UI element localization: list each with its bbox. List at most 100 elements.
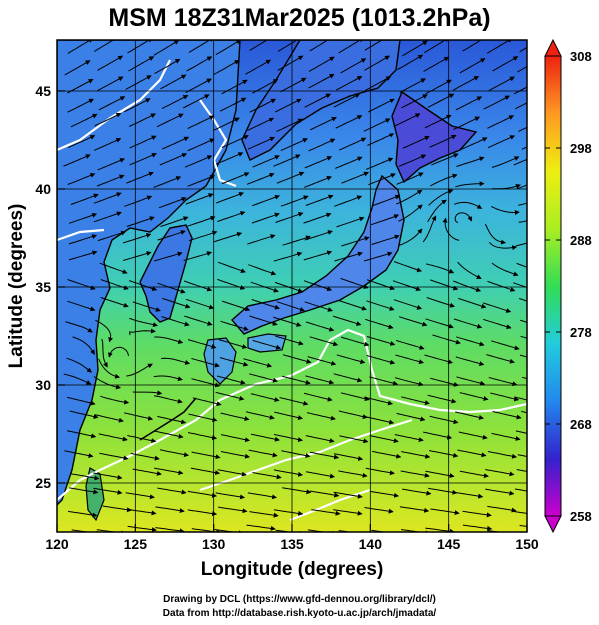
streamline [398, 228, 423, 246]
streamline [124, 195, 153, 207]
streamline [98, 96, 126, 111]
x-tick-label-120: 120 [45, 536, 69, 552]
streamline [276, 301, 305, 312]
streamline [402, 488, 432, 496]
streamline [182, 94, 210, 109]
streamline [68, 234, 98, 245]
streamline [457, 261, 482, 279]
x-tick-label-145: 145 [437, 536, 461, 552]
streamline [215, 152, 244, 165]
streamline [303, 212, 332, 224]
streamline [281, 450, 311, 458]
streamline [93, 138, 122, 151]
streamline [487, 280, 516, 292]
streamline [132, 468, 162, 476]
streamline [247, 492, 278, 500]
streamline [186, 56, 213, 72]
streamline [429, 134, 457, 148]
streamline [372, 194, 401, 207]
colorbar-label-308: 308 [570, 49, 592, 64]
streamline [94, 112, 122, 127]
streamline [94, 414, 124, 423]
streamline [68, 250, 98, 261]
streamline [68, 510, 98, 518]
streamline [70, 113, 98, 128]
streamline [188, 413, 218, 423]
streamline [100, 395, 130, 405]
streamline [155, 527, 185, 532]
streamline [454, 212, 473, 224]
streamline [519, 354, 527, 358]
streamline [187, 509, 218, 517]
streamline [216, 375, 246, 385]
streamline [485, 488, 515, 496]
streamline [98, 433, 128, 442]
streamline [275, 212, 304, 223]
streamline [364, 40, 383, 51]
streamline [220, 412, 250, 422]
streamline [401, 94, 428, 109]
streamline [127, 525, 157, 532]
streamline [97, 76, 124, 92]
streamline [430, 279, 459, 291]
streamline [98, 358, 121, 379]
streamline [333, 93, 361, 108]
streamline [309, 336, 339, 347]
streamline [427, 93, 455, 108]
streamline [514, 488, 527, 492]
y-tick-label-25: 25 [35, 475, 51, 491]
streamline [333, 373, 363, 383]
streamline [247, 117, 275, 131]
streamline [455, 356, 485, 366]
streamline [459, 470, 489, 479]
streamline [457, 449, 487, 458]
streamline [161, 95, 189, 110]
streamline [393, 299, 423, 310]
streamline [453, 116, 481, 131]
streamline [69, 410, 99, 420]
streamline [513, 511, 527, 514]
streamline [304, 301, 333, 312]
streamline [280, 77, 307, 93]
streamline [217, 469, 247, 477]
streamline [488, 377, 518, 387]
streamline [490, 392, 520, 402]
streamline [369, 490, 400, 498]
streamline [97, 230, 127, 242]
streamline [153, 176, 182, 188]
streamline [304, 176, 332, 188]
streamline [395, 340, 425, 350]
streamline [156, 113, 184, 128]
streamline [365, 318, 394, 330]
streamline [518, 126, 527, 132]
streamline [430, 508, 460, 516]
streamline [396, 189, 423, 205]
streamline [276, 118, 304, 133]
streamline [340, 277, 369, 289]
streamline [66, 396, 96, 406]
streamline [66, 357, 93, 373]
china-landmass [57, 40, 241, 506]
streamline [338, 530, 369, 532]
streamline [187, 432, 218, 441]
streamline [429, 415, 459, 425]
streamline [487, 505, 517, 513]
streamline [281, 375, 311, 385]
streamline [339, 435, 369, 444]
streamline [305, 435, 335, 444]
streamline [99, 452, 129, 461]
x-axis-ticks: 120 125 130 135 140 145 150 [45, 524, 539, 552]
streamline [518, 220, 527, 223]
streamline [400, 470, 430, 478]
streamline [160, 216, 189, 227]
streamline [521, 410, 527, 414]
streamline [217, 261, 246, 273]
colorbar-label-268: 268 [570, 417, 592, 432]
streamline [336, 354, 366, 364]
y-tick-label-45: 45 [35, 83, 51, 99]
streamline [276, 171, 305, 184]
x-tick-label-135: 135 [280, 536, 304, 552]
streamline [221, 79, 248, 95]
streamline [187, 138, 215, 152]
colorbar-label-298: 298 [570, 141, 592, 156]
